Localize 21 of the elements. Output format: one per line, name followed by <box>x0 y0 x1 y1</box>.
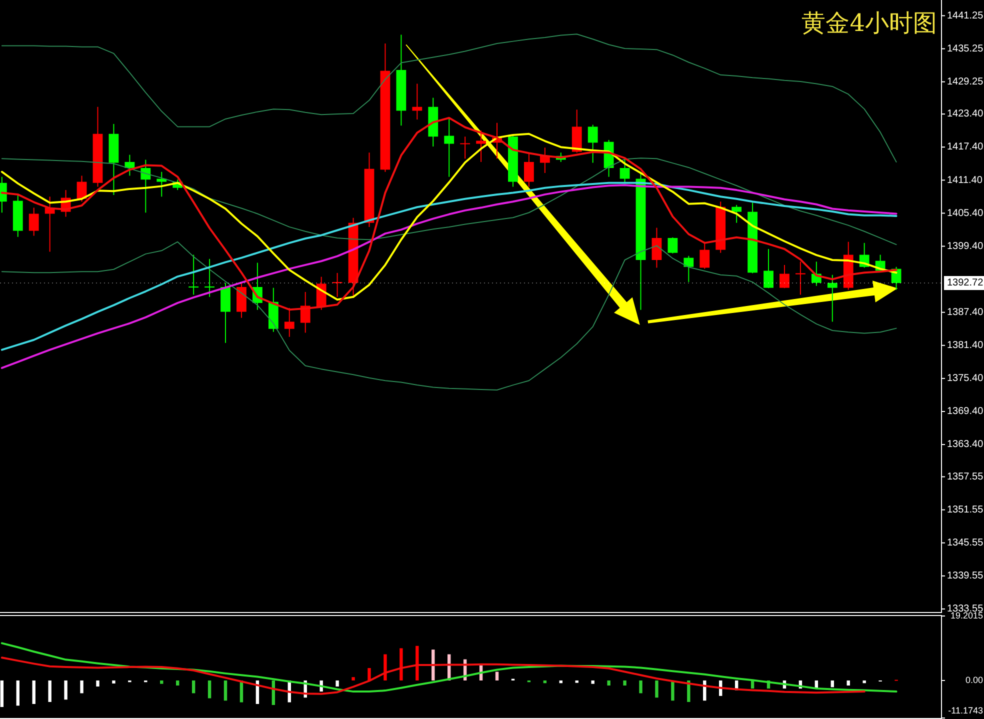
ytick-label: 1423.40 <box>947 108 984 120</box>
ytick-label: 1387.40 <box>947 306 984 318</box>
ytick-label: 1363.40 <box>947 439 984 450</box>
ytick-label: 1411.40 <box>947 174 982 186</box>
ytick-label: 1441.25 <box>947 10 984 22</box>
ytick-label: 1399.40 <box>947 240 984 252</box>
ytick-label: 1417.40 <box>947 142 984 153</box>
ytick-label: 1375.40 <box>947 373 984 384</box>
ytick-label: -11.1743 <box>948 705 983 716</box>
ytick-label: 1351.55 <box>947 504 984 516</box>
ytick-label: 1345.55 <box>947 538 984 548</box>
ref-label: 1392.72 <box>947 278 984 289</box>
ytick-label: 1405.40 <box>947 208 984 219</box>
ytick-label: 0.00 <box>965 674 983 685</box>
ytick-label: 1339.55 <box>947 570 984 582</box>
ytick-label: 1369.40 <box>947 406 984 418</box>
ytick-label: 1381.40 <box>947 340 984 352</box>
ytick-label: 1357.55 <box>947 471 984 482</box>
title: 黄金4小时图 <box>802 9 937 37</box>
ytick-label: 1435.25 <box>947 43 984 54</box>
ytick-label: 1429.25 <box>947 76 984 88</box>
